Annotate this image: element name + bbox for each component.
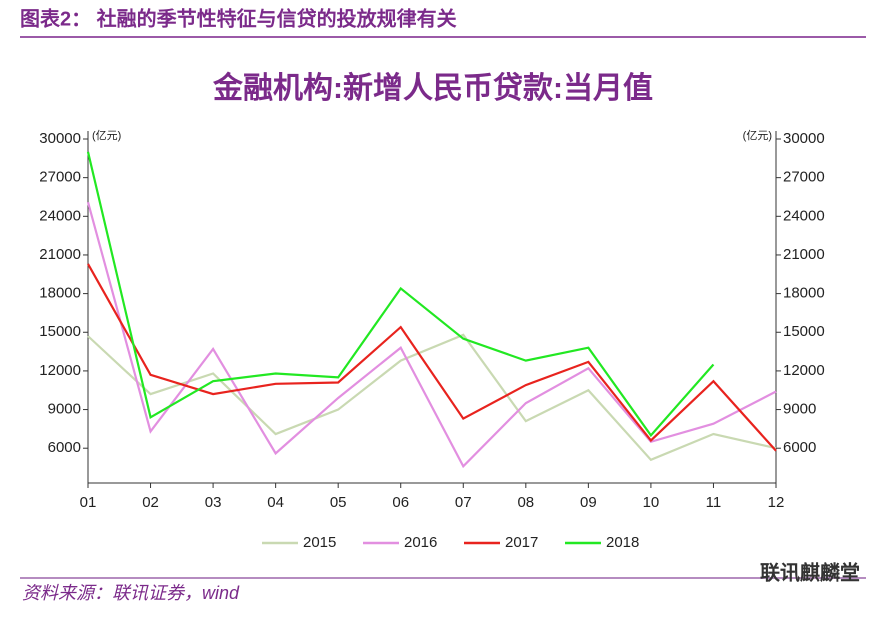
series-line — [86, 151, 715, 438]
chart-title: 金融机构:新增人民币贷款:当月值 — [212, 71, 653, 105]
y2-tick-label: 24000 — [783, 207, 825, 224]
y2-tick-label: 12000 — [783, 362, 825, 379]
x-tick-label: 08 — [517, 494, 534, 511]
y-unit: (亿元) — [92, 129, 121, 142]
y-tick-label: 24000 — [39, 207, 81, 224]
x-tick-label: 05 — [330, 494, 347, 511]
y2-tick-label: 6000 — [783, 439, 816, 456]
y2-tick-label: 9000 — [783, 401, 816, 418]
x-tick-label: 07 — [455, 494, 472, 511]
y-tick-label: 30000 — [39, 130, 81, 147]
y2-tick-label: 21000 — [783, 246, 825, 263]
x-tick-label: 10 — [643, 494, 660, 511]
legend-label: 2016 — [404, 534, 437, 551]
series-line — [87, 333, 777, 462]
y-tick-label: 15000 — [39, 323, 81, 340]
x-tick-label: 06 — [392, 494, 409, 511]
series-line — [86, 201, 777, 469]
x-tick-label: 09 — [580, 494, 597, 511]
series-line — [87, 263, 777, 452]
x-tick-label: 12 — [768, 494, 785, 511]
watermark: 联讯麒麟堂 — [760, 560, 860, 584]
y-tick-label: 21000 — [39, 246, 81, 263]
x-tick-label: 03 — [205, 494, 222, 511]
x-tick-label: 04 — [267, 494, 284, 511]
y-tick-label: 9000 — [48, 401, 81, 418]
x-tick-label: 02 — [142, 494, 159, 511]
figure-title: 图表2： 社融的季节性特征与信贷的投放规律有关 — [20, 6, 457, 30]
y2-unit: (亿元) — [743, 129, 772, 142]
source: 资料来源：联讯证券，wind — [22, 583, 240, 603]
x-tick-label: 01 — [80, 494, 97, 511]
legend-label: 2018 — [606, 534, 639, 551]
y-tick-label: 27000 — [39, 169, 81, 186]
x-tick-label: 11 — [706, 494, 722, 511]
y2-tick-label: 18000 — [783, 285, 825, 302]
y2-tick-label: 15000 — [783, 323, 825, 340]
y-tick-label: 12000 — [39, 362, 81, 379]
y-tick-label: 18000 — [39, 285, 81, 302]
y2-tick-label: 27000 — [783, 169, 825, 186]
legend-label: 2017 — [505, 534, 538, 551]
legend-label: 2015 — [303, 534, 336, 551]
y-tick-label: 6000 — [48, 439, 81, 456]
y2-tick-label: 30000 — [783, 130, 825, 147]
